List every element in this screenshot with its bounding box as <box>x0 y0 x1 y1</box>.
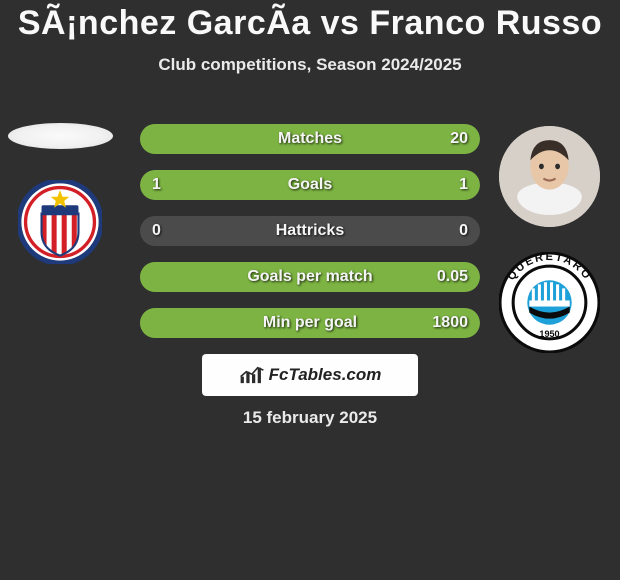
crest-right: QUERETARO 1950 <box>499 252 600 353</box>
stat-row: Goals per match0.05 <box>140 262 480 292</box>
bars-icon <box>239 365 265 385</box>
stat-label: Hattricks <box>140 222 480 240</box>
stat-label: Matches <box>140 130 480 148</box>
stat-value-right: 0.05 <box>437 268 468 286</box>
stat-row: Matches20 <box>140 124 480 154</box>
crest-left <box>18 180 102 264</box>
stat-row: 1Goals1 <box>140 170 480 200</box>
avatar-player-left <box>8 123 113 149</box>
stat-label: Goals per match <box>140 268 480 286</box>
branding-box: FcTables.com <box>202 354 418 396</box>
stat-row: 0Hattricks0 <box>140 216 480 246</box>
subtitle: Club competitions, Season 2024/2025 <box>0 55 620 75</box>
stats-rows: Matches20 1Goals1 0Hattricks0 Goals per mat… <box>140 124 480 354</box>
stat-value-right: 0 <box>459 222 468 240</box>
branding-text: FcTables.com <box>269 365 382 385</box>
date-text: 15 february 2025 <box>0 408 620 428</box>
page-title: SÃ¡nchez GarcÃ­a vs Franco Russo <box>0 0 620 43</box>
stat-value-right: 20 <box>450 130 468 148</box>
stat-value-right: 1800 <box>432 314 468 332</box>
svg-text:1950: 1950 <box>539 329 559 339</box>
stat-row: Min per goal1800 <box>140 308 480 338</box>
stat-value-right: 1 <box>459 176 468 194</box>
stat-label: Min per goal <box>140 314 480 332</box>
avatar-player-right <box>499 126 600 227</box>
stat-label: Goals <box>140 176 480 194</box>
